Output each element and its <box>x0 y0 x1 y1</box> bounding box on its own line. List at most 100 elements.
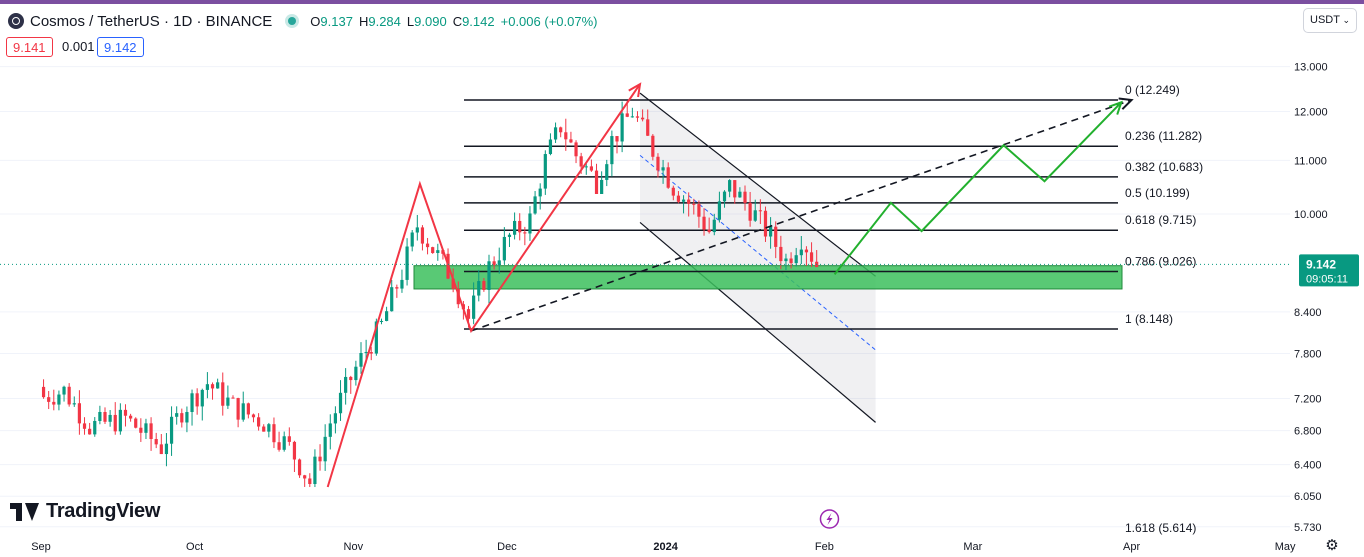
candle-body <box>231 397 235 399</box>
candle-body <box>635 116 640 118</box>
candle-body <box>676 195 681 202</box>
candle-body <box>205 384 209 390</box>
candle-body <box>364 352 368 354</box>
candle-body <box>487 261 491 290</box>
candle-body <box>646 119 650 136</box>
candle-body <box>728 180 732 192</box>
fib-level-label-5: 0.786 (9.026) <box>1125 255 1196 269</box>
open-label: O <box>310 13 321 29</box>
tradingview-logo[interactable]: TradingView <box>10 500 160 523</box>
candle-body <box>405 246 409 280</box>
close-value: 9.142 <box>462 13 495 29</box>
last-price-countdown: 09:05:11 <box>1306 273 1348 285</box>
candle-body <box>195 393 199 407</box>
candle-body <box>594 170 599 194</box>
brand-name: TradingView <box>46 500 161 522</box>
candle-body <box>210 384 215 389</box>
candle-body <box>799 249 803 256</box>
candle-body <box>185 412 189 423</box>
time-tick-1: Oct <box>186 541 203 553</box>
fib-level-label-0: 0 (12.249) <box>1125 83 1180 97</box>
candle-body <box>507 234 512 237</box>
candle-body <box>323 436 327 462</box>
candle-body <box>379 320 384 322</box>
candle-body <box>257 417 261 427</box>
candle-body <box>717 201 721 220</box>
candle-body <box>420 227 425 244</box>
candle-body <box>789 258 793 264</box>
low-value: 9.090 <box>414 13 447 29</box>
candle-body <box>246 403 250 415</box>
gear-icon[interactable]: ⚙ <box>1325 537 1339 554</box>
candle-body <box>733 180 737 198</box>
price-tick-6: 7.200 <box>1294 393 1322 405</box>
candle-body <box>113 414 117 432</box>
currency-label: USDT <box>1310 14 1340 26</box>
candle-body <box>333 413 337 424</box>
candle-body <box>436 250 440 254</box>
candle-body <box>354 366 358 381</box>
candle-body <box>425 243 430 248</box>
candle-body <box>784 258 788 262</box>
candle-body <box>697 204 701 217</box>
candle-body <box>344 376 348 393</box>
last-price-box <box>1299 254 1359 287</box>
candle-body <box>497 260 501 265</box>
candle-body <box>472 295 476 319</box>
channel-lower-line <box>639 221 876 423</box>
symbol-title[interactable]: Cosmos / TetherUS · 1D · BINANCE <box>30 12 273 30</box>
cosmos-coin-icon <box>8 13 24 29</box>
candle-body <box>67 386 71 405</box>
spread-value: 0.001 <box>62 39 95 54</box>
candle-body <box>579 156 583 167</box>
candle-body <box>630 116 634 118</box>
drawings <box>326 82 1134 488</box>
buy-price-box[interactable]: 9.142 <box>97 37 144 57</box>
time-tick-7: Apr <box>1123 541 1140 553</box>
candle-body <box>359 353 363 367</box>
projection-arrow-head <box>1108 100 1123 115</box>
candle-body <box>651 135 655 157</box>
candle-body <box>349 376 353 381</box>
lightning-icon[interactable] <box>819 509 840 529</box>
candle-body <box>267 424 271 432</box>
price-tick-1: 12.000 <box>1294 107 1328 119</box>
candle-body <box>303 475 307 479</box>
price-tick-10: 5.730 <box>1294 522 1322 534</box>
close-label: C <box>452 13 463 29</box>
candle-body <box>277 442 281 450</box>
change-value: +0.006 (+0.07%) <box>500 13 598 29</box>
sell-price-box[interactable]: 9.141 <box>6 37 53 57</box>
candle-body <box>559 127 563 133</box>
candle-body <box>400 279 404 289</box>
candle-body <box>221 382 225 406</box>
fibonacci-retracement: 0 (12.249) 0.236 (11.282) 0.382 (10.683) 0.… <box>464 83 1203 535</box>
currency-select[interactable]: USDT ⌄ <box>1303 8 1357 33</box>
candle-body <box>251 414 256 418</box>
last-price-marker: 9.142 09:05:11 <box>0 254 1359 287</box>
candle-body <box>543 154 547 189</box>
candle-body <box>804 249 809 253</box>
candle-body <box>513 220 517 235</box>
candle-body <box>98 411 102 421</box>
candle-body <box>338 392 343 414</box>
chevron-down-icon: ⌄ <box>1342 15 1350 25</box>
fib-level-label-7: 1.618 (5.614) <box>1125 521 1196 535</box>
support-zone <box>413 265 1123 290</box>
candle-body <box>681 199 686 202</box>
candle-body <box>528 213 532 234</box>
candle-body <box>707 229 711 233</box>
candle-body <box>123 409 128 416</box>
candle-body <box>149 423 153 440</box>
candle-body <box>272 424 276 443</box>
candle-body <box>518 220 522 233</box>
market-open-icon <box>288 17 297 25</box>
chart-grid <box>0 66 1290 528</box>
fib-level-label-6: 1 (8.148) <box>1125 312 1173 326</box>
candle-body <box>502 236 506 261</box>
candle-body <box>297 459 302 476</box>
candle-body <box>236 398 240 420</box>
candle-body <box>180 413 184 423</box>
candle-body <box>313 456 317 485</box>
